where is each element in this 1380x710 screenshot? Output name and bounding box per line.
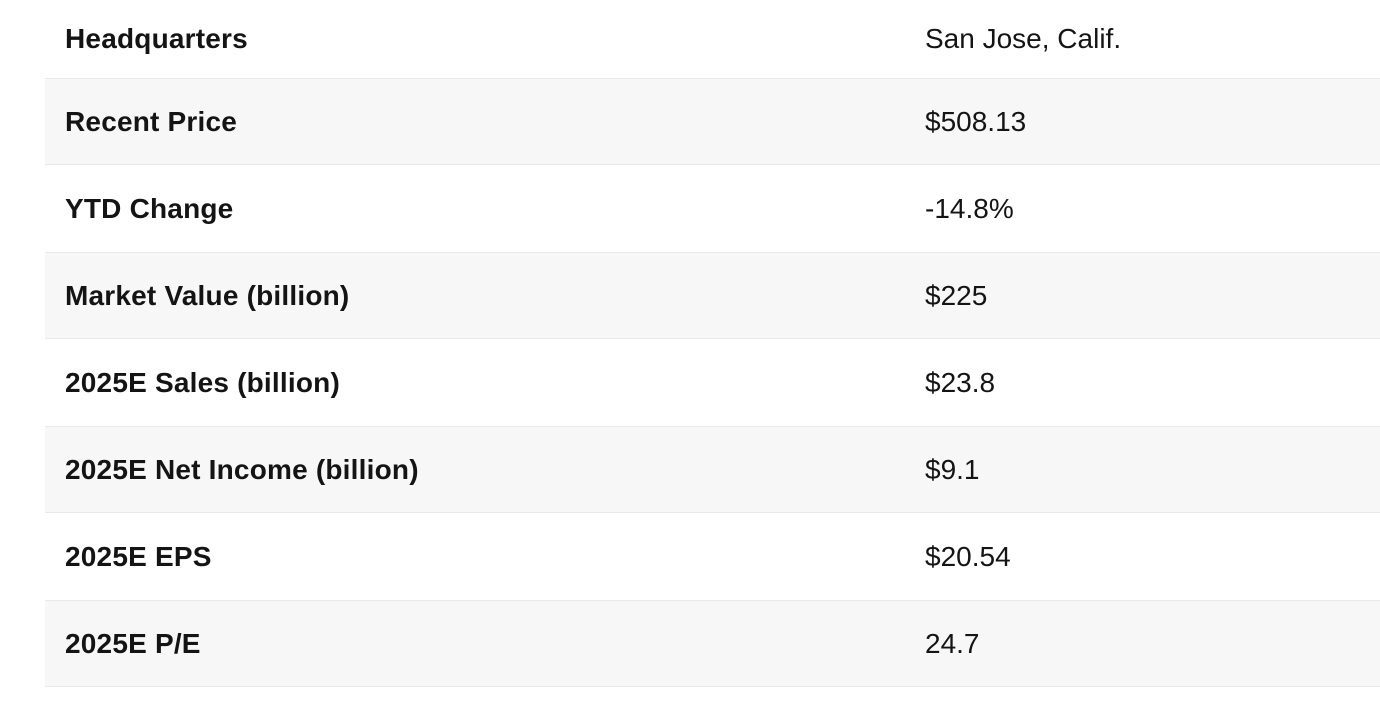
row-value: $23.8 xyxy=(925,366,996,398)
table-row: Headquarters San Jose, Calif. xyxy=(45,0,1380,78)
table-row: 2025E Net Income (billion) $9.1 xyxy=(45,426,1380,513)
row-value: $225 xyxy=(925,279,988,311)
row-value: San Jose, Calif. xyxy=(925,23,1122,54)
row-label: YTD Change xyxy=(65,192,234,224)
row-label: 2025E Net Income (billion) xyxy=(65,453,419,485)
table-row: Market Value (billion) $225 xyxy=(45,252,1380,339)
company-stats-table: Headquarters San Jose, Calif. Recent Pri… xyxy=(45,0,1380,687)
row-label: 2025E EPS xyxy=(65,540,212,572)
table-row: 2025E Sales (billion) $23.8 xyxy=(45,339,1380,426)
row-value: -14.8% xyxy=(925,192,1014,224)
row-label: 2025E P/E xyxy=(65,627,201,659)
row-value: 24.7 xyxy=(925,627,980,659)
row-label: Recent Price xyxy=(65,105,238,137)
row-value: $9.1 xyxy=(925,453,980,485)
row-label: Headquarters xyxy=(65,23,248,54)
row-value: $20.54 xyxy=(925,540,1011,572)
table-row: 2025E P/E 24.7 xyxy=(45,600,1380,687)
table-row: Recent Price $508.13 xyxy=(45,78,1380,165)
row-label: Market Value (billion) xyxy=(65,279,350,311)
table-row: YTD Change -14.8% xyxy=(45,165,1380,252)
row-value: $508.13 xyxy=(925,105,1027,137)
row-label: 2025E Sales (billion) xyxy=(65,366,340,398)
table-row: 2025E EPS $20.54 xyxy=(45,513,1380,600)
